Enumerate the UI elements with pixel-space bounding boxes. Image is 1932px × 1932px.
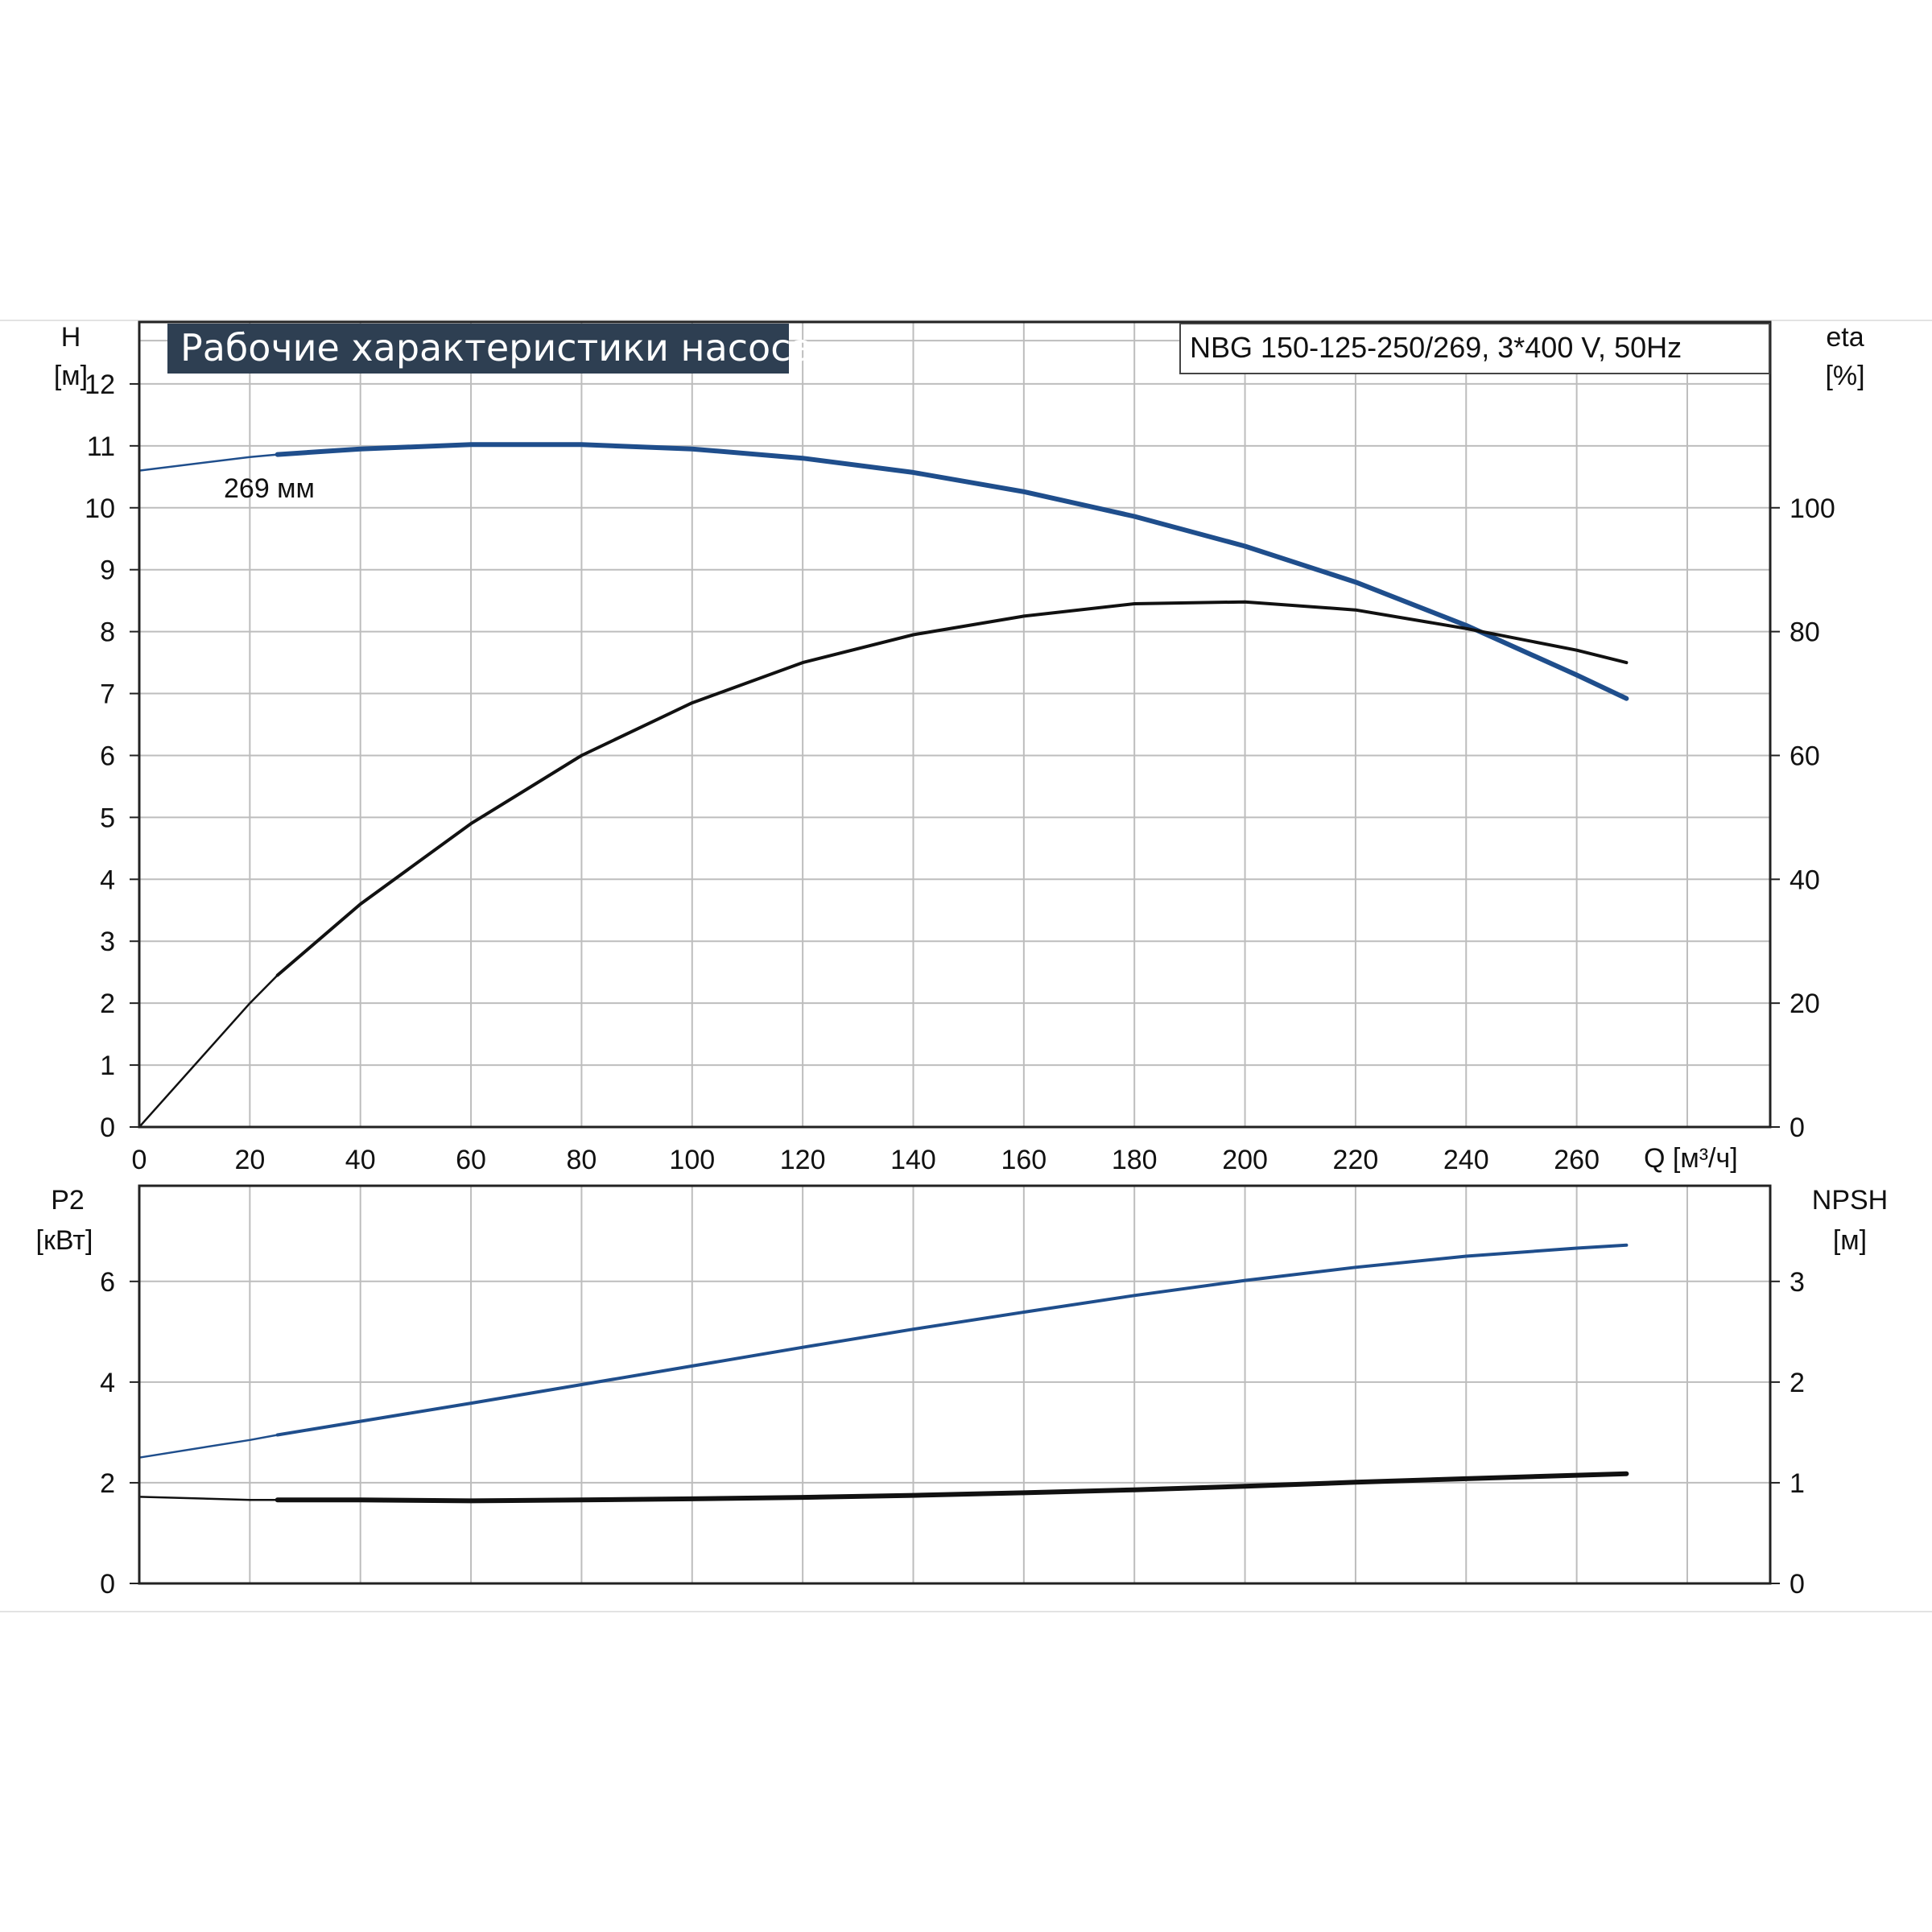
x-tick-label: 240 — [1443, 1145, 1489, 1175]
curve-operating-segment — [275, 1243, 1629, 1437]
lower-tick-labels: 0 2 4 6 0 1 2 3 — [100, 1267, 1805, 1600]
x-tick-label: 220 — [1333, 1145, 1379, 1175]
left-tick-label: 4 — [100, 1368, 115, 1398]
left-tick-label: 9 — [100, 555, 115, 586]
h-axis-unit: [м] — [54, 361, 88, 391]
upper-grid — [139, 322, 1770, 1127]
right-tick-label: 20 — [1790, 989, 1820, 1019]
x-tick-label: 80 — [567, 1145, 597, 1175]
right-tick-label: 3 — [1790, 1267, 1805, 1298]
right-tick-label: 100 — [1790, 493, 1835, 524]
right-tick-label: 40 — [1790, 865, 1820, 895]
left-tick-label: 7 — [100, 679, 115, 710]
right-tick-label: 1 — [1790, 1468, 1805, 1499]
curve-extrapolated-segment — [138, 974, 279, 1129]
left-tick-label: 5 — [100, 803, 115, 833]
left-tick-label: 6 — [100, 741, 115, 771]
x-tick-label: 20 — [234, 1145, 265, 1175]
lower-grid — [139, 1186, 1770, 1583]
left-tick-label: 4 — [100, 865, 115, 895]
impeller-diameter-annotation: 269 мм — [224, 473, 315, 504]
left-tick-label: 12 — [85, 369, 115, 400]
curve-extrapolated-segment — [138, 453, 279, 472]
x-tick-label: 0 — [132, 1145, 147, 1175]
x-tick-label: 100 — [669, 1145, 715, 1175]
left-tick-label: 2 — [100, 1468, 115, 1499]
left-tick-label: 11 — [87, 431, 115, 462]
x-tick-label: 40 — [345, 1145, 376, 1175]
npsh-axis-label: NPSH — [1812, 1185, 1888, 1216]
x-tick-label: 140 — [890, 1145, 936, 1175]
lower-plot-frame — [138, 1184, 1772, 1585]
curve-operating-segment — [275, 442, 1629, 701]
left-tick-label: 1 — [100, 1051, 115, 1081]
x-tick-label: 60 — [456, 1145, 486, 1175]
pump-model-label: NBG 150-125-250/269, 3*400 V, 50Hz — [1190, 331, 1682, 364]
title-box — [167, 324, 789, 374]
chart-title: Рабочие характеристики насоса — [180, 326, 814, 369]
x-tick-label: 160 — [1001, 1145, 1046, 1175]
left-tick-label: 8 — [100, 617, 115, 648]
npsh-axis-unit: [м] — [1833, 1225, 1867, 1256]
h-axis-label: H — [61, 322, 81, 353]
right-tick-label: 0 — [1790, 1569, 1805, 1600]
upper-curves — [138, 442, 1629, 1129]
left-tick-label: 2 — [100, 989, 115, 1019]
q-axis-label: Q [м³/ч] — [1644, 1143, 1738, 1174]
p2-axis-unit: [кВт] — [36, 1225, 93, 1256]
model-box — [1179, 323, 1770, 374]
eta-axis-label: eta — [1826, 322, 1864, 353]
right-tick-label: 2 — [1790, 1368, 1805, 1398]
left-tick-label: 0 — [100, 1569, 115, 1600]
right-tick-label: 60 — [1790, 741, 1820, 771]
eta-axis-unit: [%] — [1825, 361, 1864, 391]
x-tick-label: 180 — [1112, 1145, 1158, 1175]
curve-extrapolated-segment — [138, 1496, 279, 1501]
left-tick-label: 10 — [85, 493, 115, 524]
p2-axis-label: P2 — [51, 1185, 85, 1216]
curve-operating-segment — [275, 1471, 1629, 1504]
upper-plot-frame — [138, 320, 1772, 1129]
curve-operating-segment — [275, 600, 1629, 977]
left-tick-label: 0 — [100, 1113, 115, 1143]
x-tick-label: 120 — [780, 1145, 826, 1175]
left-tick-label: 3 — [100, 927, 115, 957]
right-tick-label: 80 — [1790, 617, 1820, 648]
left-tick-label: 6 — [100, 1267, 115, 1298]
x-tick-label: 200 — [1222, 1145, 1268, 1175]
lower-curves — [138, 1243, 1629, 1504]
curve-extrapolated-segment — [138, 1434, 279, 1459]
x-tick-label: 260 — [1554, 1145, 1600, 1175]
right-tick-label: 0 — [1790, 1113, 1805, 1143]
